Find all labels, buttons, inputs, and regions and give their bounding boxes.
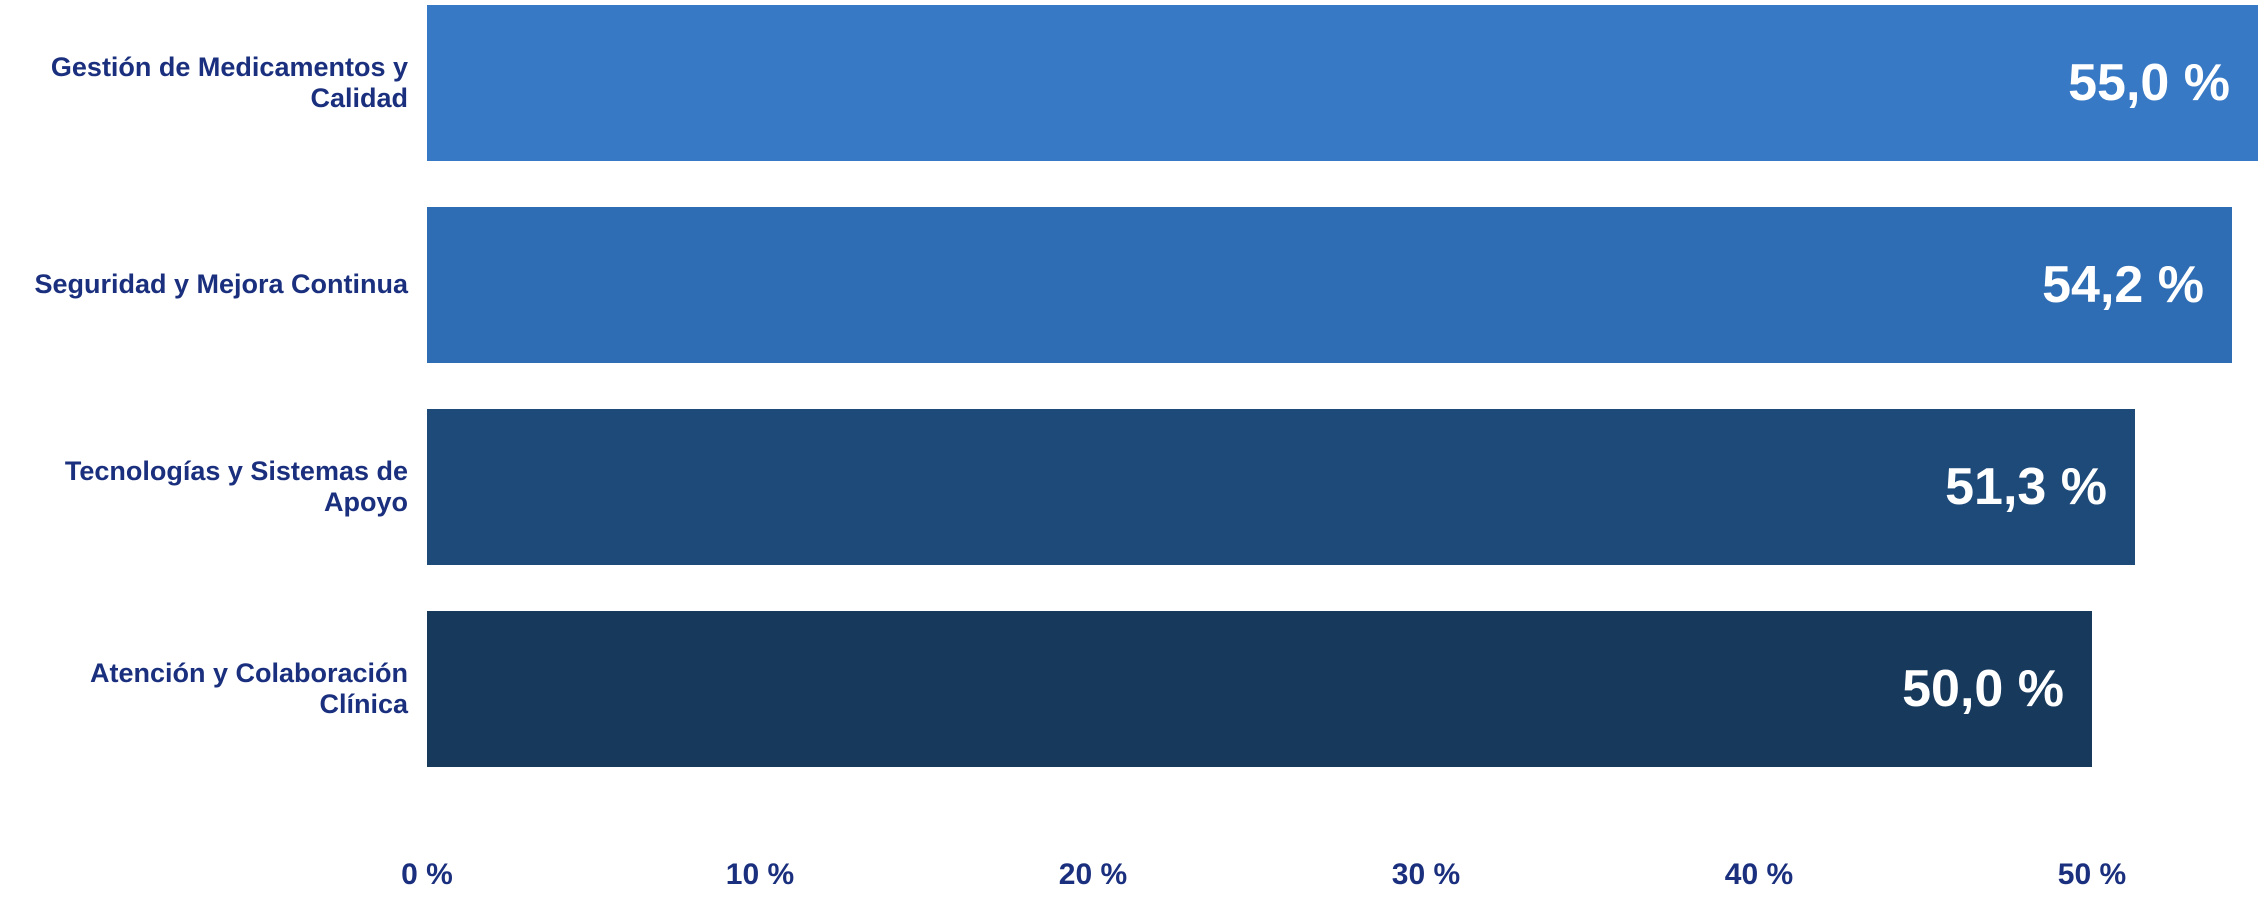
x-axis-tick-label: 0 % <box>401 858 453 891</box>
x-axis-tick-label: 30 % <box>1391 858 1461 891</box>
value-label: 51,3 % <box>1945 458 2107 516</box>
chart-row: Atención y Colaboración Clínica 50,0 % <box>0 611 2268 767</box>
bar[interactable]: 54,2 % <box>427 207 2232 363</box>
x-axis-tick-label: 50 % <box>2057 858 2127 891</box>
x-axis-tick-label: 20 % <box>1058 858 1128 891</box>
chart-row: Seguridad y Mejora Continua 54,2 % <box>0 207 2268 363</box>
value-label: 50,0 % <box>1902 660 2064 718</box>
category-label: Atención y Colaboración Clínica <box>89 657 408 719</box>
category-label: Tecnologías y Sistemas de Apoyo <box>64 455 408 517</box>
bar[interactable]: 55,0 % <box>427 5 2258 161</box>
category-label: Seguridad y Mejora Continua <box>34 269 408 300</box>
chart-row: Gestión de Medicamentos y Calidad 55,0 % <box>0 5 2268 161</box>
x-axis-tick-label: 10 % <box>725 858 795 891</box>
bar[interactable]: 51,3 % <box>427 409 2135 565</box>
value-label: 54,2 % <box>2042 256 2204 314</box>
x-axis-tick-label: 40 % <box>1724 858 1794 891</box>
chart-row: Tecnologías y Sistemas de Apoyo 51,3 % <box>0 409 2268 565</box>
category-label: Gestión de Medicamentos y Calidad <box>50 51 408 113</box>
value-label: 55,0 % <box>2068 54 2230 112</box>
bar[interactable]: 50,0 % <box>427 611 2092 767</box>
